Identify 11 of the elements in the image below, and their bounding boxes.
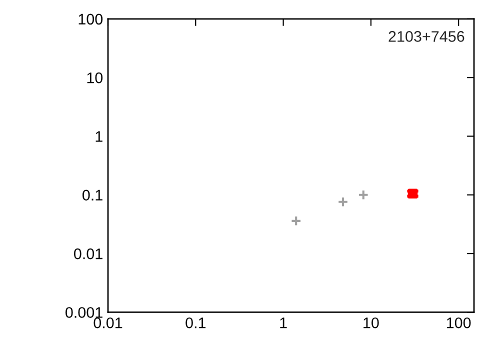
x-tick-label: 1 (280, 318, 287, 328)
y-tick-label: 10 (87, 72, 103, 84)
y-tick-label: 1 (96, 131, 102, 142)
y-tick-label: 0.01 (74, 248, 102, 260)
y-tick-label: 100 (78, 14, 103, 25)
x-tick-label: 0.1 (186, 317, 206, 328)
y-tick-label: 0.1 (82, 190, 102, 201)
y-tick-label: 0.001 (66, 307, 102, 318)
x-tick-label: 100 (446, 317, 471, 328)
x-tick-label: 10 (364, 317, 379, 328)
annotation: 2103+7456 (388, 31, 464, 42)
